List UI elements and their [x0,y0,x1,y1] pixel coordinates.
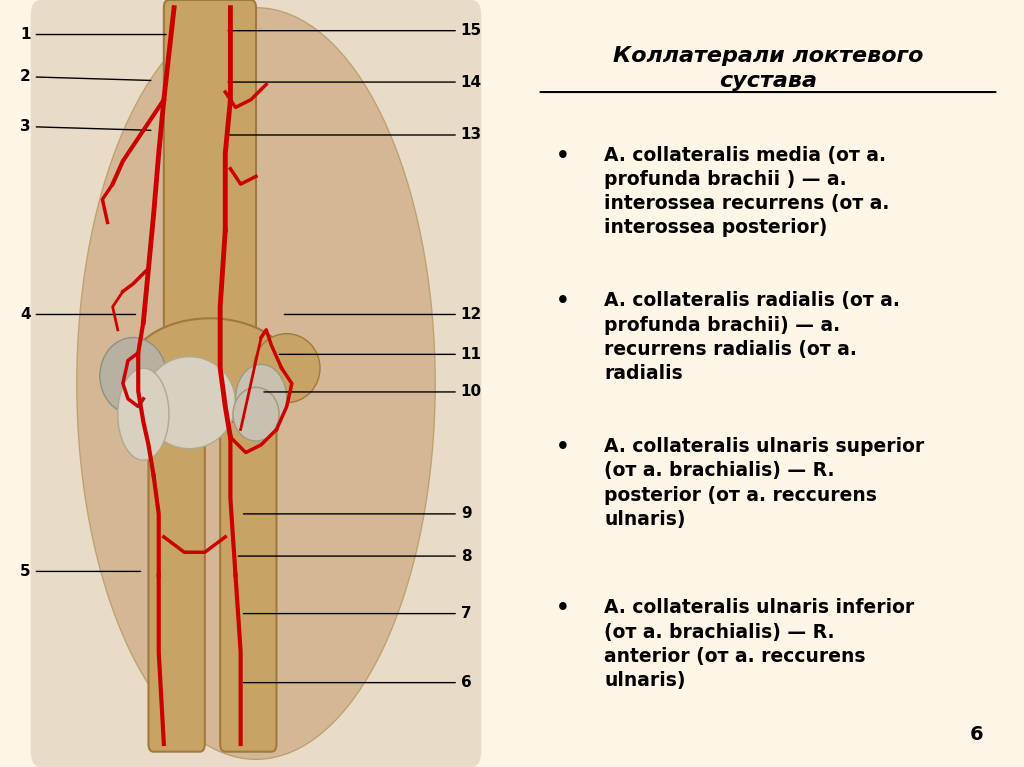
Text: 11: 11 [280,347,482,362]
Ellipse shape [143,357,236,449]
Ellipse shape [118,368,169,460]
Text: 3: 3 [20,119,151,134]
Text: 8: 8 [239,548,471,564]
Text: 6: 6 [970,725,983,744]
Text: 14: 14 [228,74,482,90]
Text: 1: 1 [20,27,166,42]
Text: 15: 15 [228,23,482,38]
Text: •: • [556,146,570,166]
Text: A. collateralis media (от а.
profunda brachii ) — а.
interossea recurrens (от а.: A. collateralis media (от а. profunda br… [604,146,890,238]
Text: A. collateralis ulnaris inferior
(от а. brachialis) — R.
anterior (от а. reccure: A. collateralis ulnaris inferior (от а. … [604,598,914,690]
Ellipse shape [77,8,435,759]
Text: 9: 9 [244,506,471,522]
Text: 6: 6 [244,675,471,690]
Text: 2: 2 [20,69,151,84]
Text: 13: 13 [228,127,482,143]
Text: •: • [556,598,570,618]
FancyBboxPatch shape [220,422,276,752]
Text: •: • [556,437,570,457]
FancyBboxPatch shape [164,0,256,376]
Ellipse shape [128,318,292,426]
Text: 10: 10 [264,384,482,400]
Ellipse shape [236,364,287,433]
Ellipse shape [254,334,319,403]
Ellipse shape [100,337,166,414]
Text: 12: 12 [285,307,482,322]
Ellipse shape [233,387,279,441]
Text: 7: 7 [244,606,471,621]
Text: 5: 5 [20,564,140,579]
Text: A. collateralis ulnaris superior
(от а. brachialis) — R.
posterior (от а. reccur: A. collateralis ulnaris superior (от а. … [604,437,925,529]
Text: •: • [556,291,570,311]
FancyBboxPatch shape [31,0,481,767]
Text: A. collateralis radialis (от а.
profunda brachii) — а.
recurrens radialis (от а.: A. collateralis radialis (от а. profunda… [604,291,900,384]
Text: 4: 4 [20,307,135,322]
Text: Коллатерали локтевого
сустава: Коллатерали локтевого сустава [612,46,924,91]
FancyBboxPatch shape [148,407,205,752]
